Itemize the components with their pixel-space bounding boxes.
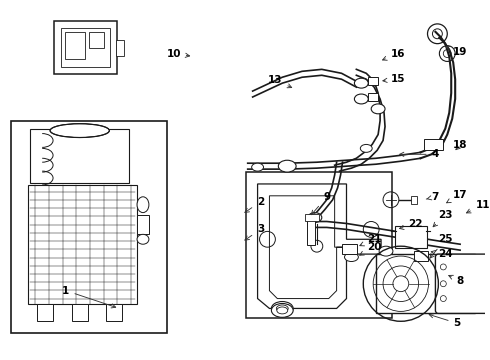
Text: 21: 21 (360, 234, 381, 246)
Text: 4: 4 (400, 149, 439, 159)
Text: 10: 10 (166, 49, 190, 59)
Text: 9: 9 (312, 192, 330, 215)
Text: 19: 19 (446, 46, 467, 57)
Bar (305, 213, 319, 221)
Text: 8: 8 (449, 275, 464, 286)
Text: 14: 14 (0, 359, 1, 360)
Bar (89, 32, 104, 48)
Ellipse shape (252, 163, 264, 171)
Text: 25: 25 (430, 234, 453, 258)
Bar (414, 251, 427, 261)
Ellipse shape (271, 302, 293, 315)
Ellipse shape (271, 303, 293, 317)
Ellipse shape (137, 234, 149, 244)
Bar (423, 139, 443, 150)
Bar (37, 303, 53, 321)
Ellipse shape (137, 197, 149, 213)
Bar (28, 185, 137, 303)
Ellipse shape (379, 246, 393, 256)
Bar (307, 217, 315, 245)
Text: 12: 12 (0, 359, 1, 360)
Ellipse shape (276, 305, 288, 312)
Text: 7: 7 (426, 192, 439, 202)
Text: 6: 6 (0, 359, 1, 360)
Bar (61, 28, 110, 67)
Bar (368, 93, 378, 101)
FancyBboxPatch shape (395, 226, 426, 248)
FancyBboxPatch shape (54, 21, 117, 74)
Text: 16: 16 (383, 49, 405, 60)
Ellipse shape (360, 144, 372, 152)
Bar (368, 77, 378, 85)
Bar (116, 40, 124, 55)
Ellipse shape (308, 213, 322, 222)
Bar (30, 129, 129, 183)
Bar (411, 196, 416, 204)
Ellipse shape (354, 94, 368, 104)
Text: 11: 11 (466, 200, 490, 213)
Ellipse shape (50, 124, 109, 138)
Text: 1: 1 (62, 285, 116, 308)
Bar (11, 121, 167, 333)
Ellipse shape (371, 104, 385, 114)
Text: 13: 13 (268, 75, 292, 88)
Text: 24: 24 (431, 249, 453, 259)
Text: 3: 3 (245, 224, 264, 240)
Bar (245, 172, 392, 318)
Text: 18: 18 (453, 140, 467, 150)
Ellipse shape (277, 307, 288, 314)
Bar (72, 303, 88, 321)
Ellipse shape (278, 160, 296, 172)
Text: 22: 22 (399, 220, 423, 229)
Ellipse shape (344, 253, 358, 261)
Text: 20: 20 (360, 242, 381, 255)
Text: 5: 5 (429, 314, 461, 328)
FancyBboxPatch shape (436, 254, 490, 314)
Bar (137, 215, 149, 234)
Bar (376, 254, 475, 314)
Ellipse shape (354, 78, 368, 88)
Text: 15: 15 (383, 74, 405, 84)
Text: 17: 17 (446, 190, 467, 203)
Text: 23: 23 (433, 210, 453, 227)
Text: 2: 2 (245, 197, 264, 212)
Bar (65, 32, 85, 59)
Bar (106, 303, 122, 321)
Bar (342, 244, 357, 254)
